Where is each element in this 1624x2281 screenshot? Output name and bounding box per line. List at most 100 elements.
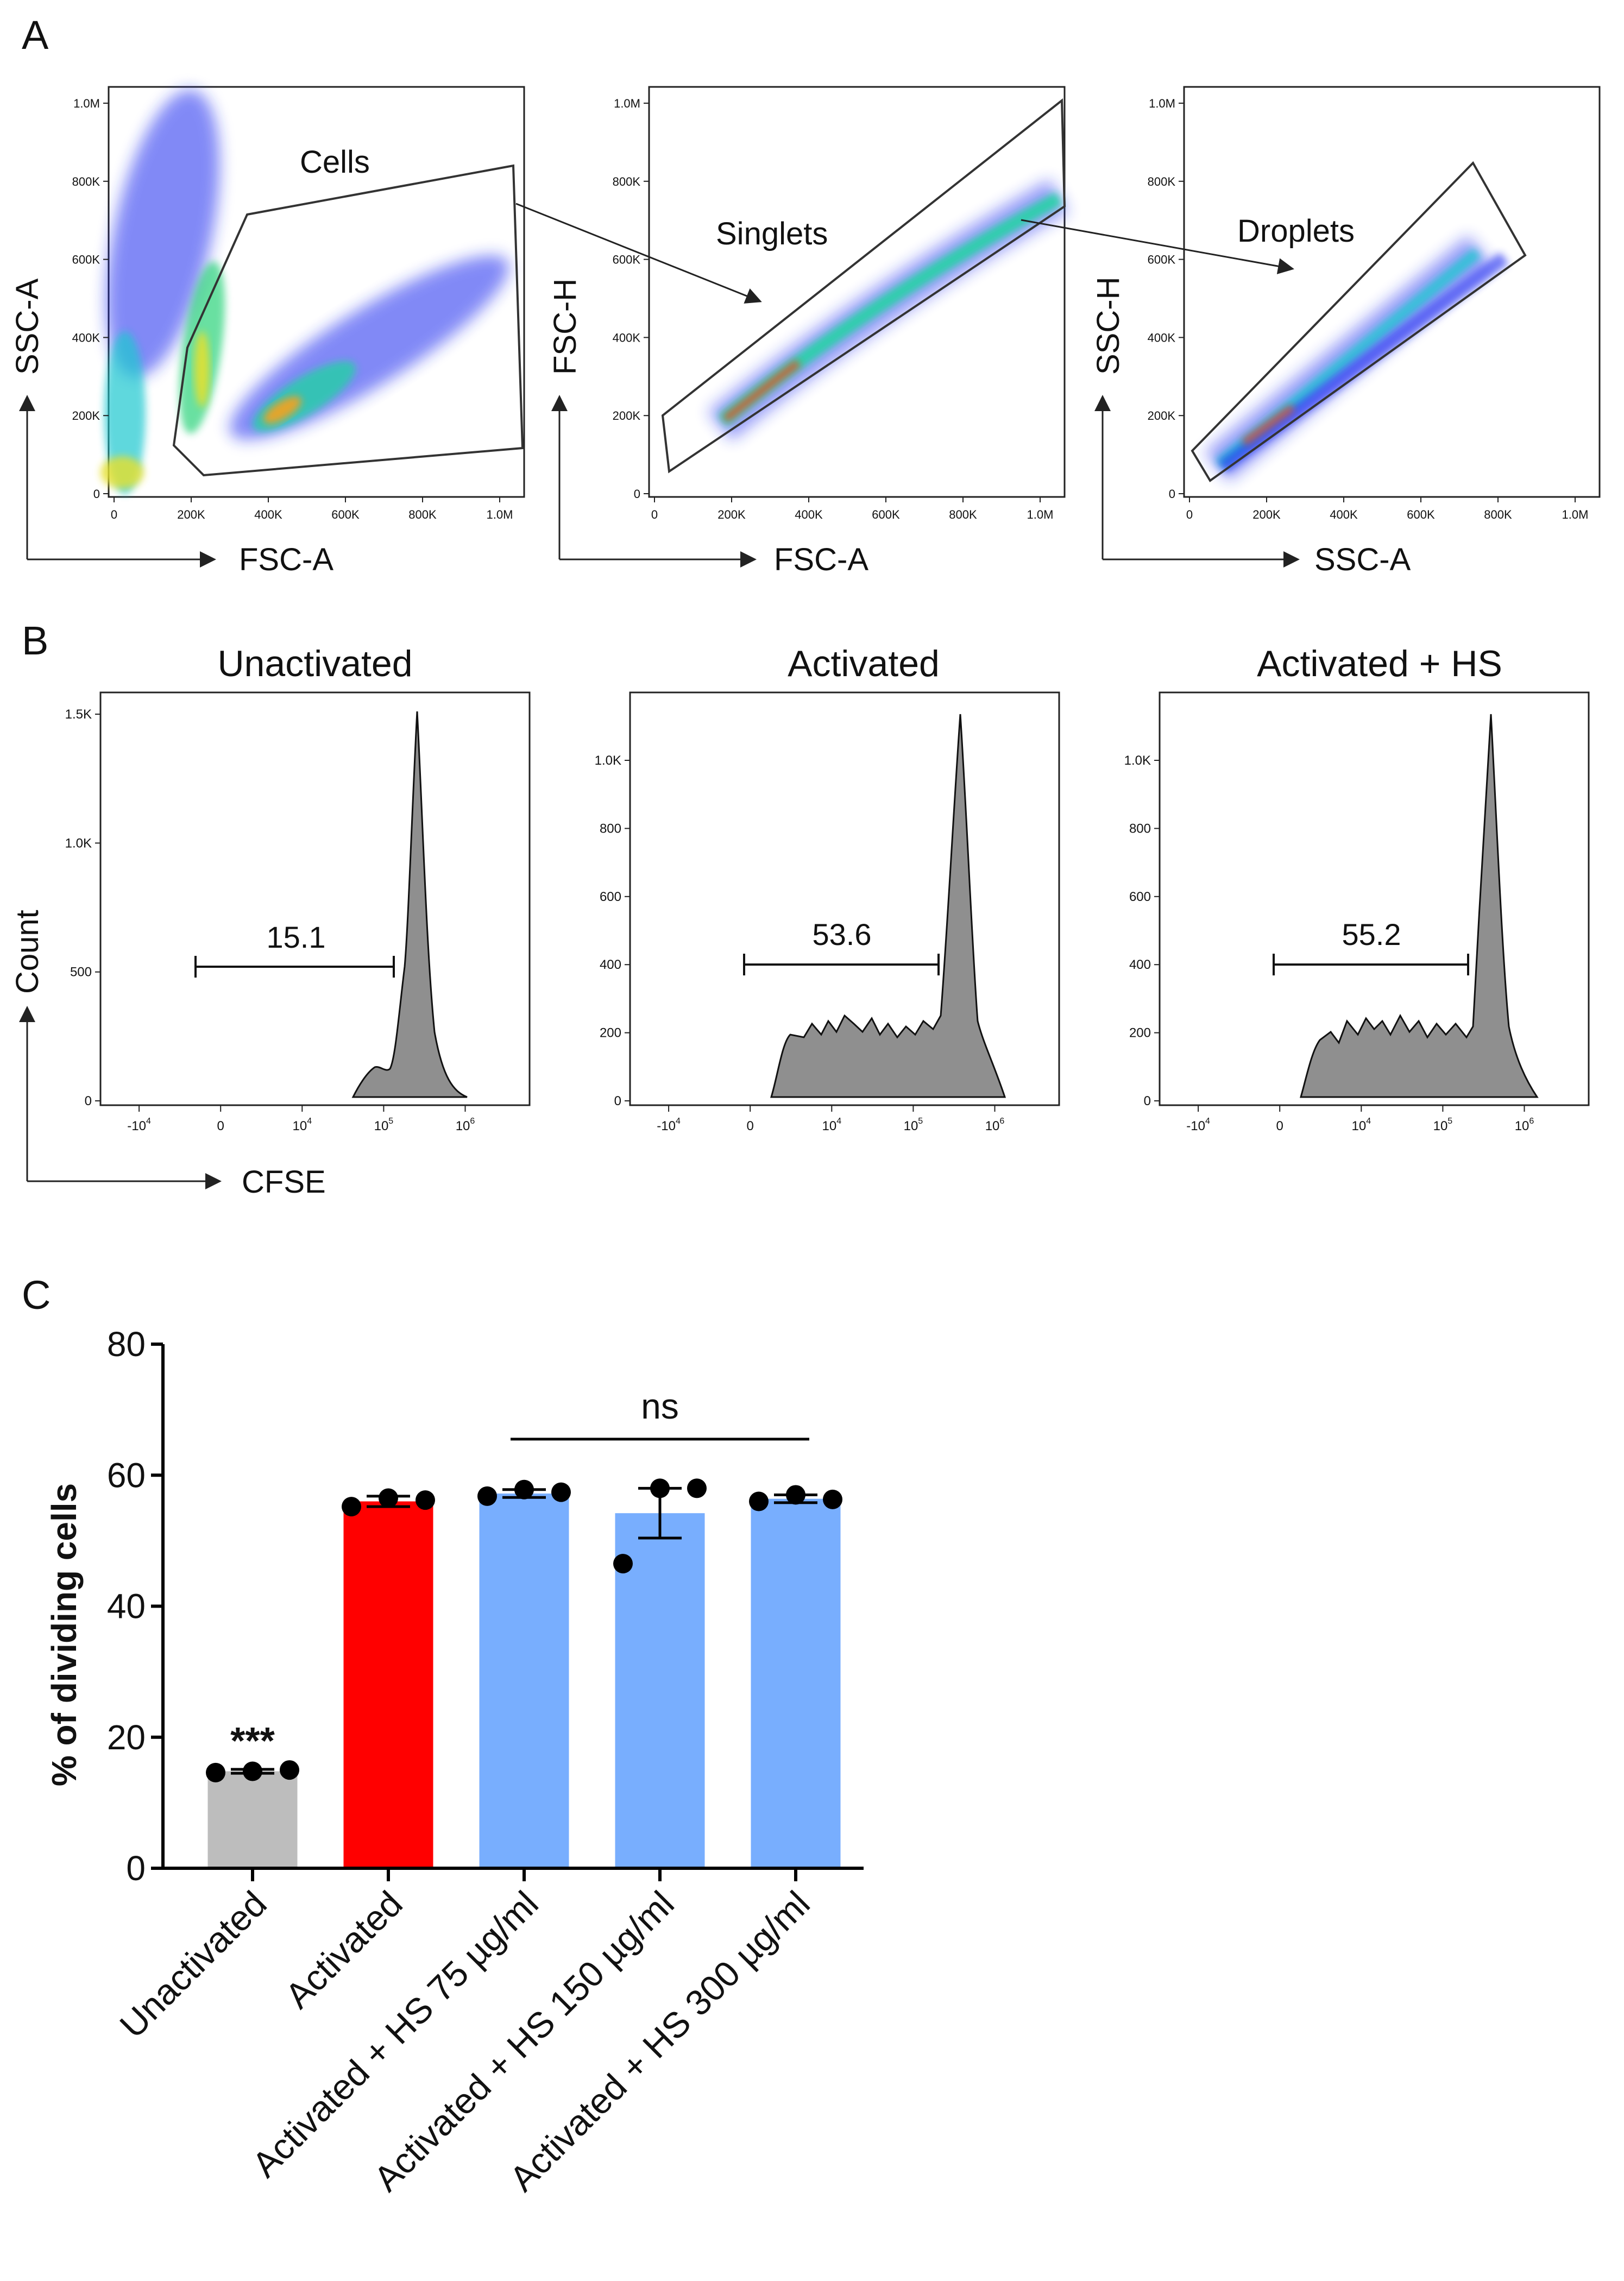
x-tick-label: 1.0M <box>1027 508 1054 521</box>
x-tick-label: 106 <box>456 1117 475 1133</box>
gate-label: Singlets <box>716 216 828 251</box>
bar <box>615 1513 705 1867</box>
significance-label: ns <box>641 1386 679 1426</box>
y-tick-label: 800K <box>1148 175 1176 188</box>
y-tick-label: 400 <box>1129 957 1151 972</box>
y-tick-label: 0 <box>126 1849 146 1888</box>
replicate-point <box>823 1489 842 1509</box>
y-tick-label: 0 <box>634 487 640 501</box>
bar <box>479 1494 569 1867</box>
y-tick-label: 0 <box>85 1094 92 1108</box>
y-tick-label: 0 <box>1169 487 1175 501</box>
histogram-title: Activated + HS <box>1257 643 1502 684</box>
x-tick-label: 200K <box>177 508 205 521</box>
y-tick-label: 600K <box>72 253 100 267</box>
x-tick-label: -104 <box>1186 1117 1210 1133</box>
x-tick-label: 0 <box>651 508 658 521</box>
x-tick-label: 106 <box>985 1117 1005 1133</box>
gating-plot-droplets: Droplets SSC-A SSC-H 0 200K 400K 600K 800K 1.… <box>1091 86 1601 577</box>
x-tick-label: 200K <box>717 508 746 521</box>
density-cloud <box>1204 235 1509 482</box>
percent-dividing-label: 15.1 <box>267 920 326 954</box>
x-tick-label: 104 <box>822 1117 841 1133</box>
histogram-title: Activated <box>788 643 940 684</box>
x-axis-label: CFSE <box>242 1164 326 1200</box>
percent-dividing-label: 55.2 <box>1342 917 1401 952</box>
bar <box>343 1501 433 1867</box>
histogram-curve <box>1300 714 1539 1098</box>
replicate-point <box>613 1554 633 1574</box>
x-tick-label: -104 <box>657 1117 681 1133</box>
x-tick-label: 105 <box>1433 1117 1453 1133</box>
x-axis-label: SSC-A <box>1314 542 1411 577</box>
y-tick-label: 0 <box>614 1094 621 1108</box>
x-tick-label: 800K <box>408 508 437 521</box>
x-tick-label: 600K <box>331 508 360 521</box>
y-axis-label: Count <box>10 910 45 994</box>
y-tick-label: 1.0K <box>65 836 92 850</box>
replicate-point <box>687 1478 707 1498</box>
significance-label: *** <box>230 1719 275 1762</box>
division-gate-marker <box>194 956 395 978</box>
x-tick-label: 105 <box>374 1117 394 1133</box>
x-tick-label: 0 <box>1186 508 1193 521</box>
y-tick-label: 1.0M <box>1149 97 1175 110</box>
y-tick-label: 400 <box>600 957 621 972</box>
y-tick-label: 20 <box>107 1718 146 1757</box>
x-tick-label: 0 <box>747 1119 754 1133</box>
panel-label-c: C <box>22 1272 51 1318</box>
y-tick-label: 200K <box>1148 409 1176 423</box>
y-tick-label: 1.0K <box>1124 753 1151 768</box>
bar <box>207 1771 298 1867</box>
x-tick-label: 104 <box>292 1117 312 1133</box>
replicate-point <box>342 1497 361 1517</box>
x-tick-label: 0 <box>217 1119 224 1133</box>
density-cloud <box>707 179 1069 442</box>
panel-label-a: A <box>22 12 49 58</box>
histogram-curve <box>351 711 468 1098</box>
y-tick-label: 500 <box>70 965 92 980</box>
gate-polygon-cells <box>172 164 524 477</box>
y-tick-label: 600K <box>1148 253 1176 267</box>
x-tick-label: 105 <box>904 1117 923 1133</box>
histogram-curve <box>770 714 1006 1098</box>
y-tick-label: 200K <box>613 409 641 423</box>
x-tick-label: -104 <box>127 1117 151 1133</box>
x-tick-label: 800K <box>949 508 977 521</box>
gating-plot-singlets: Singlets FSC-A FSC-H 0 200K 400K 600K 800K 1.… <box>547 86 1069 577</box>
gate-label: Cells <box>300 144 370 180</box>
gate-label: Droplets <box>1237 213 1355 249</box>
division-gate-marker <box>1273 954 1469 975</box>
gate-arrow-cells-to-singlets <box>515 203 762 304</box>
x-tick-label: 104 <box>1351 1117 1371 1133</box>
replicate-point <box>786 1485 805 1505</box>
y-axis-label: FSC-H <box>547 279 583 375</box>
replicate-point <box>749 1491 769 1511</box>
y-tick-label: 800K <box>613 175 641 188</box>
y-tick-label: 600 <box>1129 890 1151 904</box>
panel-label-b: B <box>22 618 48 663</box>
gate-arrow-singlets-to-droplets <box>1021 219 1294 274</box>
gate-polygon-droplets <box>1191 161 1527 482</box>
x-tick-label: 400K <box>1330 508 1358 521</box>
division-gate-marker <box>743 954 940 975</box>
y-tick-label: 80 <box>107 1325 146 1364</box>
y-axis-label: % of dividing cells <box>45 1483 84 1786</box>
x-tick-label: 400K <box>254 508 282 521</box>
y-tick-label: 800 <box>1129 821 1151 836</box>
x-tick-label: 0 <box>111 508 117 521</box>
x-tick-label: 1.0M <box>487 508 513 521</box>
bar <box>751 1498 841 1867</box>
y-tick-label: 0 <box>1144 1094 1151 1108</box>
replicate-point <box>477 1486 497 1506</box>
replicate-point <box>206 1762 225 1782</box>
y-tick-label: 40 <box>107 1587 146 1626</box>
x-axis-label: FSC-A <box>774 542 868 577</box>
replicate-point <box>650 1478 670 1498</box>
y-tick-label: 1.0M <box>614 97 640 110</box>
gating-plot-cells: Cells FSC-A SSC-A 0 200K 400K 600K 800K 1.0M 0… <box>10 86 525 577</box>
y-axis-label: SSC-H <box>1091 277 1126 375</box>
x-tick-label: 400K <box>795 508 823 521</box>
cfse-histogram-activated: Activated 53.6 -104 0 104 105 106 0 200 400 600 8… <box>595 643 1060 1133</box>
